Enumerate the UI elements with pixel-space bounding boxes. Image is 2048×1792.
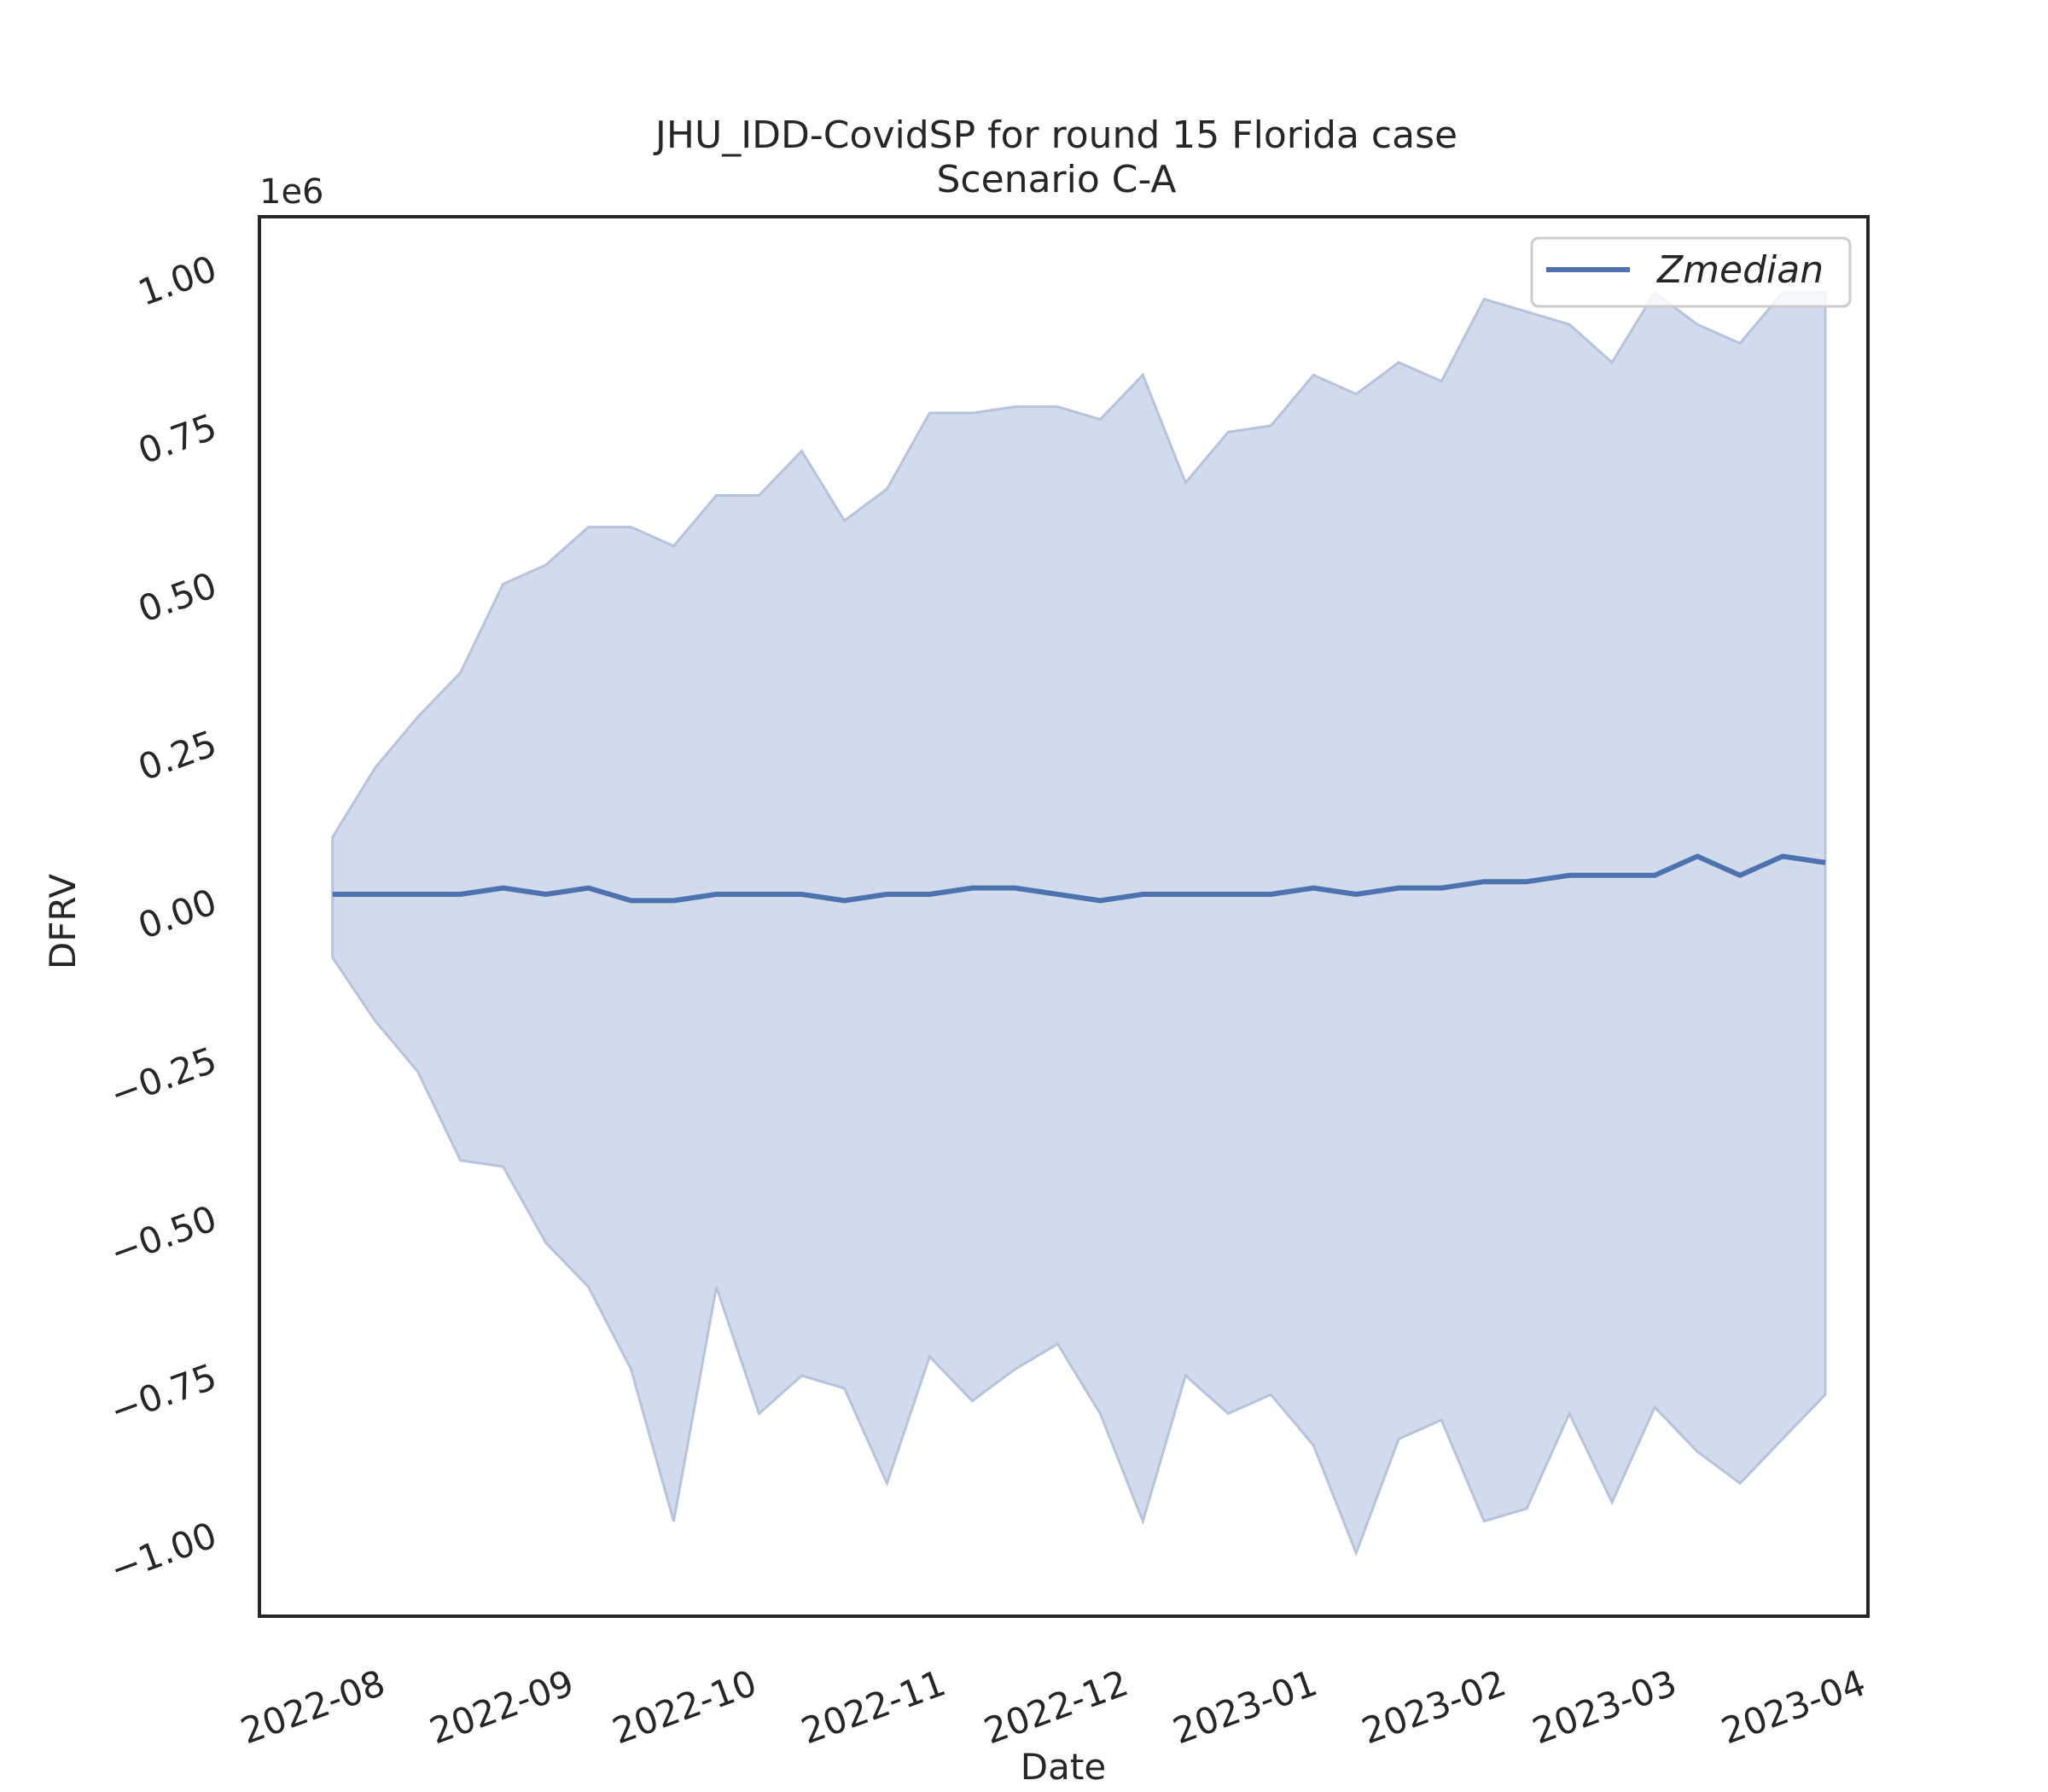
uncertainty-band-layer <box>331 290 1827 1556</box>
x-tick-label: 2022-10 <box>607 1661 762 1752</box>
y-tick-label: 0.00 <box>133 881 223 947</box>
x-tick-label: 2022-12 <box>979 1661 1134 1752</box>
legend-label-zmedian: Zmedian <box>1656 248 1824 292</box>
y-tick-label: −0.50 <box>104 1197 222 1274</box>
y-tick-label: −0.75 <box>104 1356 222 1433</box>
uncertainty-band <box>331 290 1827 1556</box>
x-tick-label: 2022-11 <box>796 1661 951 1752</box>
y-tick-label: −1.00 <box>104 1514 222 1591</box>
chart-title: JHU_IDD-CovidSP for round 15 Florida cas… <box>653 113 1457 157</box>
y-tick-label: −0.25 <box>104 1039 222 1115</box>
chart-subtitle: Scenario C-A <box>937 158 1177 201</box>
y-tick-label: 1.00 <box>133 247 223 314</box>
series-line-zmedian <box>332 853 1826 904</box>
x-tick-label: 2023-01 <box>1167 1661 1323 1752</box>
y-tick-label: 0.50 <box>133 564 223 631</box>
y-offset-label: 1e6 <box>259 172 324 212</box>
x-tick-label: 2023-03 <box>1527 1661 1682 1752</box>
x-tick-label: 2023-02 <box>1356 1661 1511 1752</box>
x-tick-label: 2022-09 <box>424 1661 579 1752</box>
x-tick-label: 2023-04 <box>1716 1661 1871 1752</box>
x-axis-label: Date <box>1021 1746 1106 1788</box>
plot-frame <box>258 215 1870 1618</box>
median-line-layer <box>332 853 1826 904</box>
y-axis-ticks: −1.00 −0.75 −0.50 −0.25 0.00 0.25 0.50 0.75 1.00 <box>104 247 222 1591</box>
legend: Zmedian <box>1530 236 1852 308</box>
y-tick-label: 0.25 <box>133 722 223 788</box>
legend-box <box>1530 236 1852 308</box>
x-axis-ticks: 2022-08 2022-09 2022-10 2022-11 2022-12 2023-… <box>236 1661 1871 1752</box>
y-tick-label: 0.75 <box>133 405 223 472</box>
y-axis-label: DFRV <box>42 874 84 969</box>
x-tick-label: 2022-08 <box>236 1661 391 1752</box>
